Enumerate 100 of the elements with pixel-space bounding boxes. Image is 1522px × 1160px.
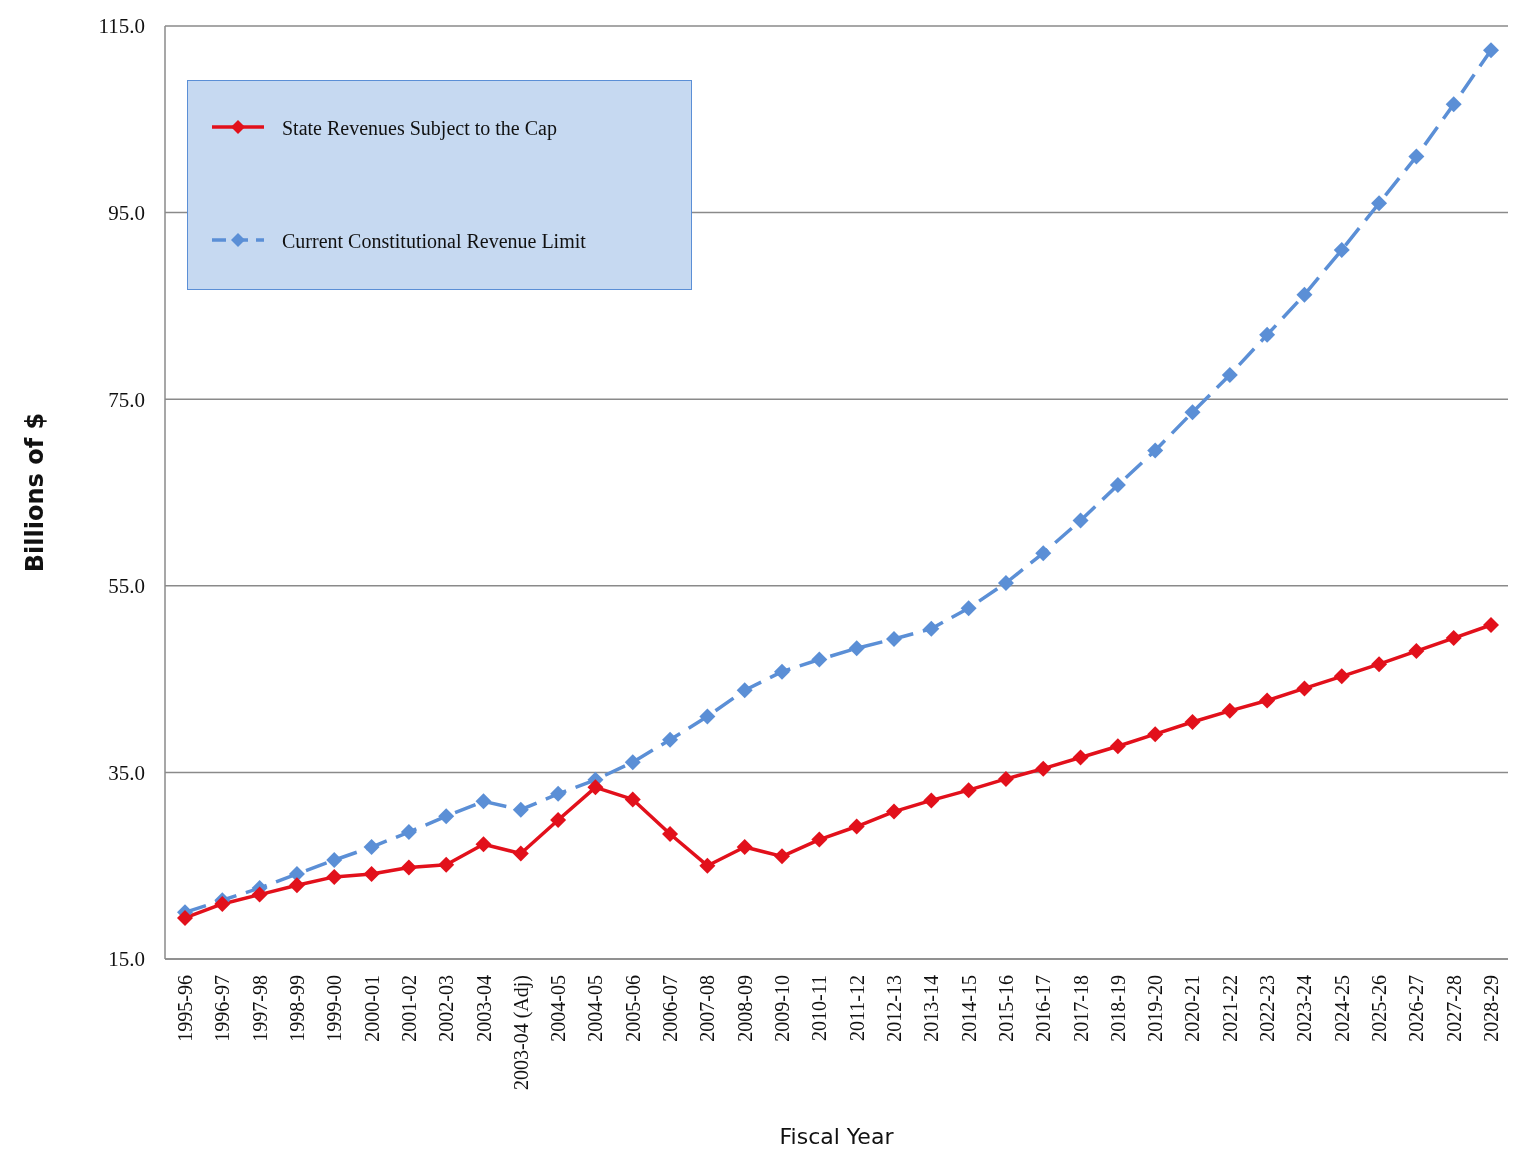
x-tick-label: 1999-00 (323, 975, 346, 1042)
x-tick-label: 2014-15 (957, 975, 980, 1042)
point (326, 868, 343, 885)
point (587, 779, 604, 796)
x-tick-label: 2012-13 (882, 975, 905, 1042)
point (1109, 738, 1126, 755)
x-axis-title: Fiscal Year (779, 1124, 895, 1149)
point (624, 754, 641, 771)
point (1483, 616, 1499, 633)
point (848, 818, 865, 835)
x-tick-label: 2007-08 (696, 975, 719, 1042)
x-tick-label: 2008-09 (733, 975, 756, 1042)
x-tick-label: 2023-24 (1293, 975, 1316, 1042)
x-tick-label: 2013-14 (920, 975, 943, 1042)
point (438, 856, 455, 873)
point (1072, 512, 1089, 529)
point (624, 791, 641, 808)
point (1221, 702, 1238, 719)
point (699, 708, 716, 725)
point (1408, 148, 1425, 165)
y-axis-title: Billions of $ (20, 412, 49, 573)
x-tick-label: 2003-04 (472, 975, 495, 1042)
y-tick-label: 35.0 (108, 760, 145, 785)
x-tick-label: 2022-23 (1256, 975, 1279, 1042)
point (512, 801, 529, 818)
x-tick-label: 2017-18 (1069, 975, 1092, 1042)
point (699, 857, 716, 874)
point (848, 640, 865, 657)
point (1184, 404, 1201, 421)
x-tick-label: 2025-26 (1368, 975, 1391, 1042)
point (1445, 630, 1462, 647)
point (885, 803, 902, 820)
x-tick-label: 2002-03 (435, 975, 458, 1042)
point (1371, 195, 1388, 212)
point (960, 782, 977, 799)
x-tick-label: 2019-20 (1144, 975, 1167, 1042)
y-tick-label: 75.0 (108, 387, 145, 412)
point (512, 845, 529, 862)
point (923, 620, 940, 637)
point (363, 866, 380, 883)
point (400, 824, 417, 841)
x-tick-label: 1995-96 (174, 975, 196, 1042)
point (1445, 96, 1462, 113)
point (1483, 42, 1499, 59)
x-tick-label: 2024-25 (1330, 975, 1353, 1042)
point (326, 852, 343, 869)
point (885, 630, 902, 647)
point (438, 808, 455, 825)
x-tick-label: 2005-06 (621, 975, 644, 1042)
point (1035, 545, 1052, 562)
point (288, 877, 305, 894)
point (1259, 326, 1276, 343)
point (1072, 749, 1089, 766)
x-tick-label: 2011-12 (845, 975, 868, 1041)
x-tick-label: 2021-22 (1218, 975, 1241, 1042)
x-tick-label: 2027-28 (1442, 975, 1465, 1042)
point (1184, 714, 1201, 731)
point (1109, 477, 1126, 494)
y-tick-label: 95.0 (108, 201, 145, 226)
point (997, 770, 1014, 787)
point (400, 859, 417, 876)
x-tick-label: 2015-16 (994, 975, 1017, 1042)
point (475, 793, 492, 810)
point (1035, 760, 1052, 777)
point (662, 825, 679, 842)
point (475, 836, 492, 853)
x-tick-label: 1998-99 (285, 975, 308, 1042)
point (177, 909, 193, 926)
point (997, 575, 1014, 591)
point (736, 682, 753, 699)
point (1333, 241, 1350, 258)
x-tick-label: 2004-05 (547, 975, 570, 1042)
point (1296, 680, 1313, 697)
point (923, 792, 940, 809)
x-tick-label: 2003-04 (Adj) (509, 975, 533, 1090)
x-tick-label: 1996-97 (211, 975, 234, 1042)
x-tick-label: 2010-11 (808, 975, 831, 1041)
point (736, 839, 753, 856)
point (1147, 726, 1164, 743)
x-tick-label: 2020-21 (1181, 975, 1204, 1042)
point (251, 886, 268, 903)
point (1371, 656, 1388, 673)
point (1408, 643, 1425, 660)
x-tick-label: 2006-07 (659, 975, 682, 1042)
x-tick-label: 2026-27 (1405, 975, 1428, 1042)
x-tick-label: 2016-17 (1032, 975, 1055, 1042)
point (811, 651, 828, 668)
y-tick-label: 15.0 (108, 947, 145, 972)
point (1259, 692, 1276, 709)
point (363, 839, 380, 856)
legend-label: Current Constitutional Revenue Limit (282, 230, 587, 253)
point (811, 831, 828, 848)
x-tick-label: 2028-29 (1480, 975, 1502, 1042)
point (1296, 286, 1313, 303)
y-tick-label: 55.0 (108, 574, 145, 599)
point (960, 600, 977, 617)
x-tick-label: 2018-19 (1106, 975, 1129, 1042)
x-tick-label: 2001-02 (397, 975, 420, 1042)
point (1147, 442, 1164, 459)
point (774, 663, 791, 680)
